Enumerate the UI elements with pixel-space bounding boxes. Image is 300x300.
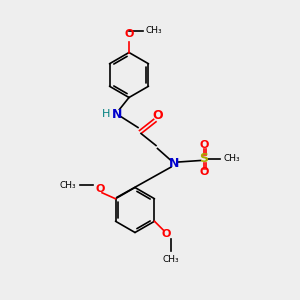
Text: O: O	[199, 167, 209, 178]
Text: O: O	[161, 229, 171, 239]
Text: S: S	[200, 152, 208, 166]
Text: CH₃: CH₃	[224, 154, 240, 164]
Text: N: N	[112, 107, 122, 121]
Text: CH₃: CH₃	[163, 255, 179, 264]
Text: N: N	[169, 157, 179, 170]
Text: H: H	[101, 109, 110, 119]
Text: O: O	[152, 109, 163, 122]
Text: O: O	[95, 184, 105, 194]
Text: CH₃: CH₃	[146, 26, 162, 35]
Text: CH₃: CH₃	[60, 181, 76, 190]
Text: O: O	[199, 140, 209, 151]
Text: O: O	[124, 29, 134, 39]
